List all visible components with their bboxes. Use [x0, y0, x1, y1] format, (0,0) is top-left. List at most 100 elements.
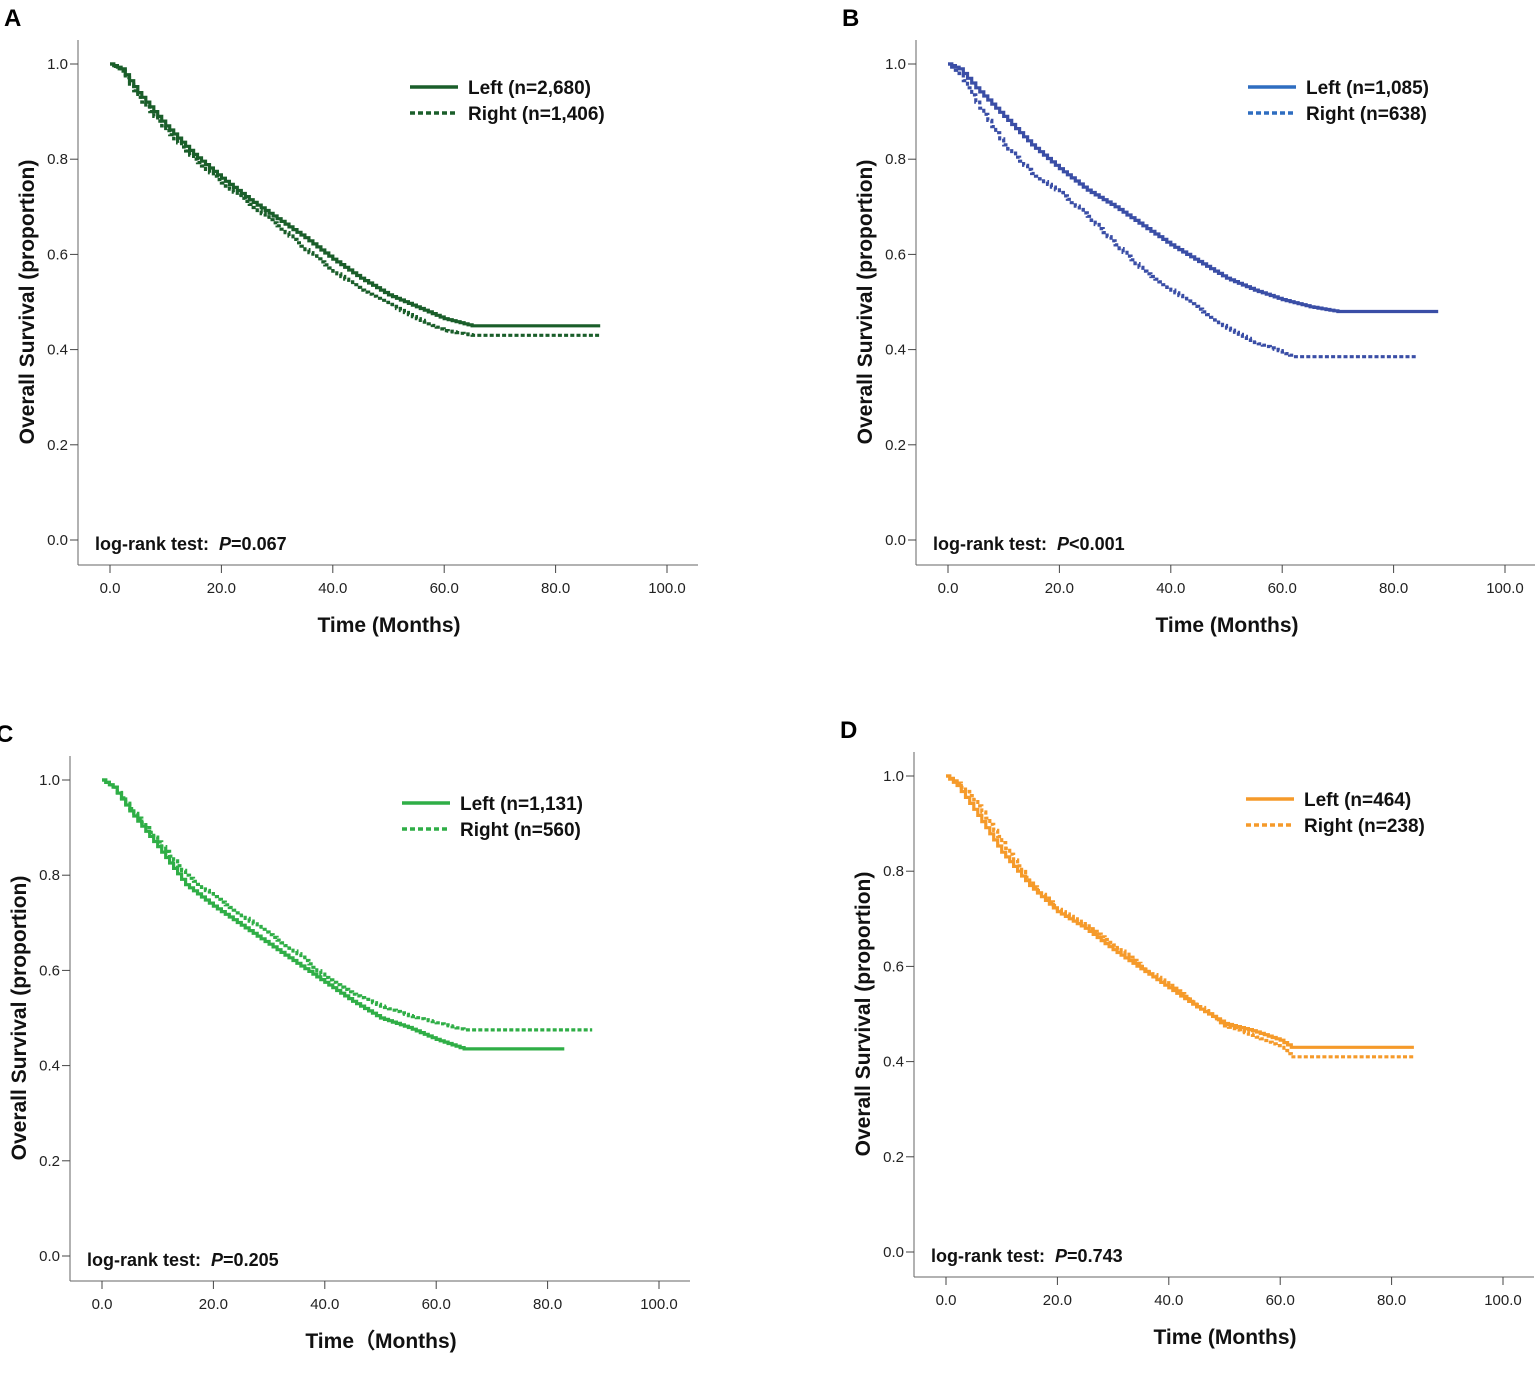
y-axis-title: Overall Survival (proportion)	[8, 876, 31, 1161]
p-symbol: P	[1055, 1246, 1068, 1266]
legend-label: Right (n=638)	[1306, 104, 1427, 125]
logrank-annotation: log-rank test: P=0.067	[95, 534, 287, 554]
y-axis-title: Overall Survival (proportion)	[16, 160, 39, 445]
y-tick-label: 0.8	[883, 863, 904, 880]
survival-curve-right	[102, 778, 593, 1032]
y-tick-label: 0.2	[39, 1153, 60, 1170]
x-tick-label: 20.0	[199, 1296, 228, 1313]
x-tick-label: 20.0	[207, 580, 236, 597]
y-tick-label: 0.6	[47, 246, 68, 263]
x-tick-label: 0.0	[100, 580, 121, 597]
y-tick-label: 0.8	[885, 151, 906, 168]
y-tick-label: 0.8	[47, 151, 68, 168]
y-tick-label: 0.4	[883, 1054, 904, 1071]
p-value: =0.067	[231, 534, 287, 554]
legend-label: Left (n=464)	[1304, 790, 1411, 811]
survival-curve-left	[110, 62, 601, 328]
legend-label: Left (n=1,085)	[1306, 78, 1429, 99]
y-tick-label: 1.0	[39, 772, 60, 789]
x-tick-label: 40.0	[310, 1296, 339, 1313]
y-tick-label: 0.4	[885, 342, 906, 359]
panel-a: A 0.0 0.2 0.4 0.6 0.8 1.0 0.0 20.0 40.0 60.0 80.0 10…	[0, 0, 767, 682]
panel-label: B	[842, 5, 859, 32]
chart-svg: D 0.0 0.2 0.4 0.6 0.8 1.0 0.0 20.0 40.0 60.0 80.0 10…	[840, 717, 1534, 1349]
survival-curve-left	[946, 774, 1414, 1049]
p-value: <0.001	[1069, 534, 1125, 554]
y-tick-label: 0.6	[39, 962, 60, 979]
x-tick-label: 40.0	[1156, 580, 1185, 597]
panel-label: D	[840, 717, 857, 744]
x-tick-label: 60.0	[1266, 1292, 1295, 1309]
y-tick-label: 0.6	[885, 246, 906, 263]
x-tick-label: 100.0	[640, 1296, 678, 1313]
y-tick-label: 1.0	[885, 56, 906, 73]
p-value: =0.743	[1067, 1246, 1123, 1266]
y-tick-label: 0.0	[39, 1248, 60, 1265]
x-tick-label: 100.0	[1484, 1292, 1522, 1309]
y-tick-label: 0.2	[885, 437, 906, 454]
y-tick-label: 0.0	[47, 532, 68, 549]
panel-label: C	[0, 721, 13, 748]
x-tick-label: 80.0	[541, 580, 570, 597]
survival-curve-right	[948, 62, 1416, 359]
survival-curve-left	[948, 62, 1439, 314]
p-symbol: P	[219, 534, 232, 554]
x-tick-label: 40.0	[1154, 1292, 1183, 1309]
y-tick-label: 0.2	[47, 437, 68, 454]
x-tick-label: 80.0	[533, 1296, 562, 1313]
chart-svg: A 0.0 0.2 0.4 0.6 0.8 1.0 0.0 20.0 40.0 60.0 80.0 10…	[4, 5, 698, 637]
logrank-prefix: log-rank test:	[87, 1250, 201, 1270]
y-tick-label: 0.4	[39, 1058, 60, 1075]
x-tick-label: 100.0	[648, 580, 686, 597]
x-tick-label: 60.0	[422, 1296, 451, 1313]
logrank-annotation: log-rank test: P=0.205	[87, 1250, 279, 1270]
y-tick-label: 0.6	[883, 958, 904, 975]
y-tick-label: 1.0	[883, 768, 904, 785]
p-symbol: P	[211, 1250, 224, 1270]
panel-label: A	[4, 5, 21, 32]
x-tick-label: 60.0	[430, 580, 459, 597]
x-tick-label: 20.0	[1045, 580, 1074, 597]
logrank-prefix: log-rank test:	[933, 534, 1047, 554]
x-axis-title: Time (Months)	[1155, 614, 1298, 637]
y-axis-title: Overall Survival (proportion)	[854, 160, 877, 445]
panel-c: C 0.0 0.2 0.4 0.6 0.8 1.0 0.0 20.0 40.0 60.0 80.0 10…	[0, 716, 759, 1398]
y-axis-title: Overall Survival (proportion)	[852, 872, 875, 1157]
x-tick-label: 0.0	[938, 580, 959, 597]
y-tick-label: 0.8	[39, 867, 60, 884]
x-tick-label: 0.0	[92, 1296, 113, 1313]
x-tick-label: 80.0	[1379, 580, 1408, 597]
survival-curve-right	[946, 774, 1414, 1059]
x-tick-label: 100.0	[1486, 580, 1524, 597]
panel-d: D 0.0 0.2 0.4 0.6 0.8 1.0 0.0 20.0 40.0 60.0 80.0 10…	[836, 712, 1535, 1394]
y-tick-label: 0.0	[883, 1244, 904, 1261]
x-tick-label: 60.0	[1268, 580, 1297, 597]
survival-curve-right	[110, 62, 601, 337]
x-tick-label: 80.0	[1377, 1292, 1406, 1309]
x-tick-label: 0.0	[936, 1292, 957, 1309]
legend-label: Right (n=1,406)	[468, 104, 605, 125]
chart-svg: C 0.0 0.2 0.4 0.6 0.8 1.0 0.0 20.0 40.0 60.0 80.0 10…	[0, 721, 690, 1353]
legend-label: Right (n=238)	[1304, 816, 1425, 837]
panel-b: B 0.0 0.2 0.4 0.6 0.8 1.0 0.0 20.0 40.0 60.0 80.0 10…	[838, 0, 1535, 682]
logrank-prefix: log-rank test:	[931, 1246, 1045, 1266]
legend-label: Left (n=2,680)	[468, 78, 591, 99]
y-tick-label: 0.4	[47, 342, 68, 359]
p-value: =0.205	[223, 1250, 279, 1270]
x-tick-label: 40.0	[318, 580, 347, 597]
survival-curve-left	[102, 778, 565, 1051]
legend-label: Left (n=1,131)	[460, 794, 583, 815]
p-symbol: P	[1057, 534, 1070, 554]
y-tick-label: 1.0	[47, 56, 68, 73]
logrank-prefix: log-rank test:	[95, 534, 209, 554]
x-axis-title: Time（Months)	[305, 1329, 456, 1353]
logrank-annotation: log-rank test: P=0.743	[931, 1246, 1123, 1266]
legend-label: Right (n=560)	[460, 820, 581, 841]
logrank-annotation: log-rank test: P<0.001	[933, 534, 1125, 554]
x-axis-title: Time (Months)	[317, 614, 460, 637]
x-axis-title: Time (Months)	[1153, 1326, 1296, 1349]
x-tick-label: 20.0	[1043, 1292, 1072, 1309]
y-tick-label: 0.2	[883, 1149, 904, 1166]
y-tick-label: 0.0	[885, 532, 906, 549]
chart-svg: B 0.0 0.2 0.4 0.6 0.8 1.0 0.0 20.0 40.0 60.0 80.0 10…	[842, 5, 1535, 637]
